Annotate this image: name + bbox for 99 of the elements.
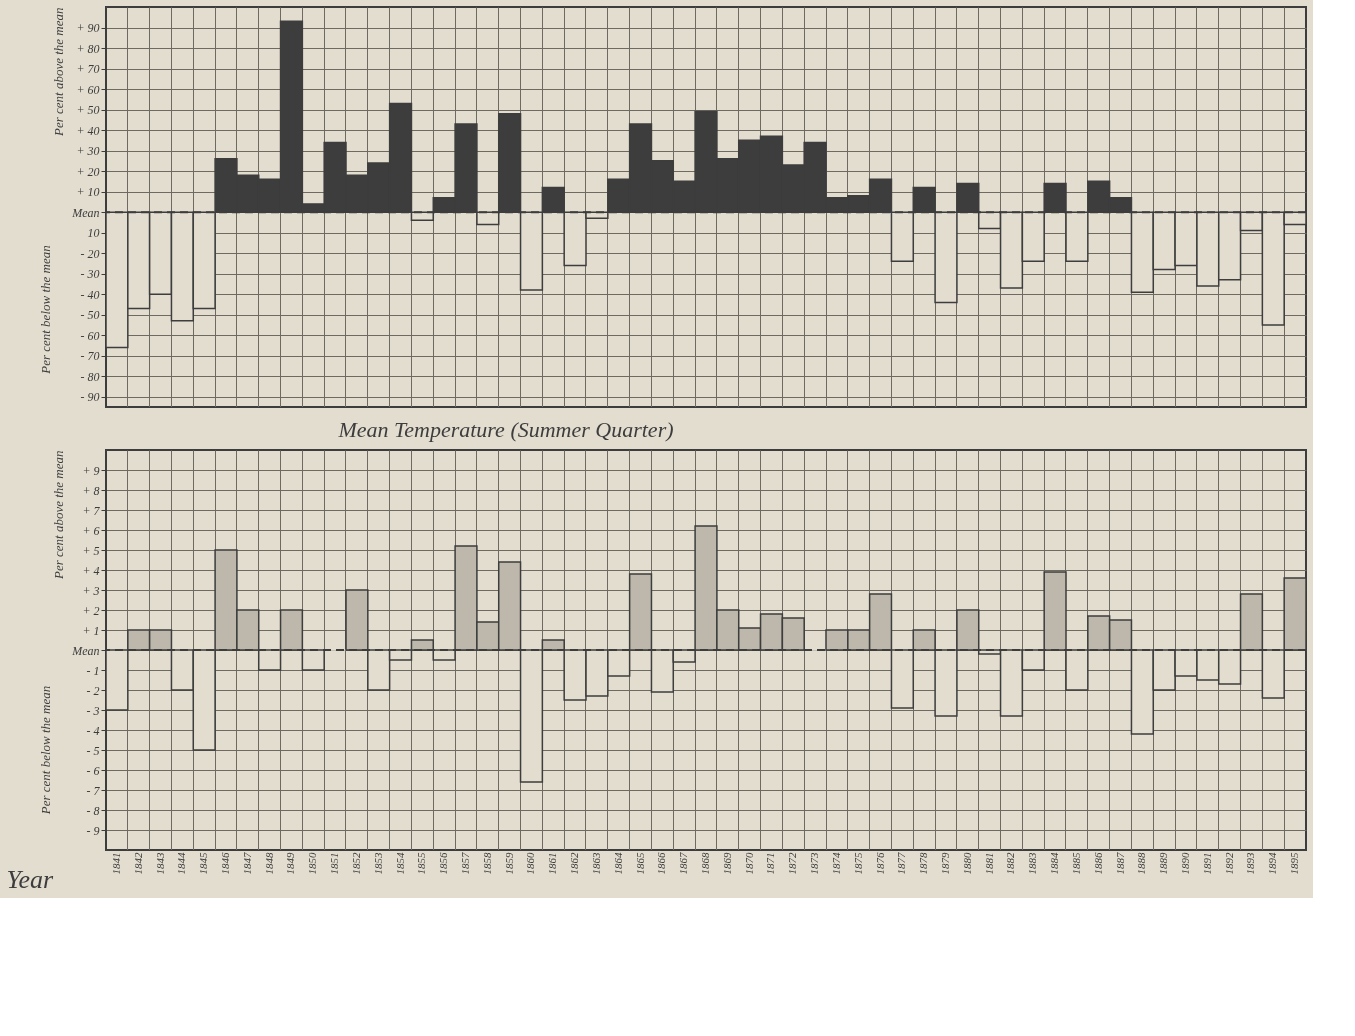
x-tick-label: 1865 — [633, 852, 646, 875]
chart-title: Mean Temperature (Summer Quarter) — [337, 417, 674, 442]
x-axis-title: Year — [6, 864, 55, 894]
x-tick-label: 1861 — [546, 852, 559, 875]
y-tick-label: - 3 — [86, 703, 100, 718]
x-tick-label: 1874 — [829, 852, 842, 875]
x-tick-label: 1858 — [480, 852, 493, 875]
x-tick-label: 1849 — [284, 852, 297, 875]
x-tick-label: 1872 — [786, 852, 799, 875]
y-tick-label: + 5 — [82, 543, 100, 558]
x-tick-label: 1883 — [1026, 852, 1039, 875]
x-tick-label: 1857 — [459, 852, 471, 875]
y-tick-label: - 7 — [86, 783, 101, 798]
x-tick-label: 1866 — [655, 852, 668, 875]
y-tick-label: - 90 — [80, 390, 100, 405]
x-tick-label: 1853 — [371, 852, 384, 875]
x-tick-label: 1842 — [131, 852, 144, 875]
y-tick-label: + 1 — [82, 623, 100, 638]
x-tick-label: 1860 — [524, 852, 537, 875]
x-tick-label: 1879 — [939, 852, 951, 875]
y-tick-label: Mean — [71, 205, 100, 220]
x-tick-label: 1847 — [240, 852, 253, 875]
y-tick-label: + 60 — [76, 82, 100, 97]
y-tick-label: - 6 — [86, 763, 100, 778]
x-tick-label: 1893 — [1244, 852, 1257, 875]
y-tick-label: + 40 — [76, 123, 100, 138]
x-tick-label: 1888 — [1135, 852, 1148, 875]
text: Per cent below the mean — [38, 685, 53, 816]
x-tick-label: 1868 — [699, 852, 711, 875]
x-tick-label: 1841 — [109, 852, 122, 875]
y-tick-label: Mean — [71, 643, 100, 658]
x-tick-label: 1895 — [1288, 852, 1301, 875]
x-tick-label: 1873 — [808, 852, 821, 875]
x-tick-label: 1856 — [437, 852, 450, 875]
x-tick-label: 1887 — [1113, 852, 1126, 875]
text: Per cent below the mean — [38, 245, 53, 375]
x-tick-label: 1869 — [720, 852, 733, 875]
x-tick-label: 1894 — [1266, 852, 1279, 875]
x-tick-label: 1870 — [742, 852, 755, 875]
y-axis-title: Per cent above the mean — [51, 450, 67, 581]
x-tick-label: 1881 — [982, 852, 995, 875]
y-tick-label: + 10 — [76, 185, 100, 200]
y-tick-label: + 50 — [76, 103, 100, 118]
x-tick-label: 1855 — [415, 852, 428, 875]
y-tick-label: - 9 — [86, 823, 100, 838]
x-tick-label: 1885 — [1069, 852, 1082, 875]
x-tick-label: 1852 — [349, 852, 362, 875]
x-tick-label: 1843 — [153, 852, 166, 875]
y-tick-label: + 8 — [82, 483, 100, 498]
y-axis-title: Per cent above the mean — [51, 7, 67, 138]
y-tick-label: + 80 — [76, 41, 100, 56]
x-tick-label: 1890 — [1179, 852, 1191, 875]
x-tick-label: 1863 — [589, 852, 602, 875]
y-tick-label: - 60 — [80, 328, 100, 343]
x-tick-label: 1889 — [1157, 852, 1170, 875]
x-tick-label: 1851 — [328, 852, 341, 875]
x-tick-label: 1877 — [895, 852, 908, 875]
y-tick-label: - 80 — [80, 369, 100, 384]
x-tick-label: 1850 — [306, 852, 319, 875]
y-tick-label: - 20 — [80, 246, 100, 261]
y-tick-label: + 3 — [82, 583, 100, 598]
y-tick-label: - 50 — [80, 308, 100, 323]
x-tick-label: 1845 — [197, 852, 210, 875]
y-tick-label: + 7 — [82, 503, 101, 518]
x-tick-label: 1862 — [568, 852, 581, 875]
x-tick-label: 1844 — [175, 852, 188, 875]
y-tick-label: - 8 — [86, 803, 100, 818]
y-tick-label: - 1 — [86, 663, 100, 678]
x-tick-label: 1864 — [611, 852, 624, 875]
x-tick-label: 1876 — [873, 852, 886, 875]
y-tick-label: + 30 — [76, 144, 100, 159]
y-tick-label: + 20 — [76, 164, 100, 179]
y-tick-label: - 2 — [86, 683, 100, 698]
x-tick-label: 1848 — [262, 852, 275, 875]
x-tick-label: 1886 — [1091, 852, 1104, 875]
x-tick-label: 1875 — [851, 852, 864, 875]
x-tick-label: 1891 — [1200, 852, 1213, 875]
y-tick-label: - 40 — [80, 287, 100, 302]
y-tick-label: - 4 — [86, 723, 100, 738]
y-tick-label: - 70 — [80, 349, 100, 364]
y-tick-label: - 5 — [86, 743, 100, 758]
y-tick-label: + 90 — [76, 21, 100, 36]
x-tick-label: 1892 — [1222, 852, 1235, 875]
x-tick-label: 1871 — [764, 852, 777, 875]
x-tick-label: 1880 — [960, 852, 973, 875]
x-tick-label: 1846 — [219, 852, 231, 875]
x-tick-label: 1884 — [1048, 852, 1061, 875]
x-tick-label: 1867 — [677, 852, 690, 875]
y-tick-label: + 2 — [82, 603, 100, 618]
y-tick-label: 10 — [87, 226, 100, 241]
y-tick-label: - 30 — [80, 267, 100, 282]
x-tick-label: 1854 — [393, 852, 406, 875]
y-tick-label: + 6 — [82, 523, 100, 538]
y-tick-label: + 9 — [82, 463, 100, 478]
y-tick-label: + 4 — [82, 563, 100, 578]
x-tick-label: 1882 — [1004, 852, 1017, 875]
x-tick-label: 1859 — [502, 852, 515, 875]
x-tick-label: 1878 — [917, 852, 930, 875]
y-tick-label: + 70 — [76, 62, 100, 77]
